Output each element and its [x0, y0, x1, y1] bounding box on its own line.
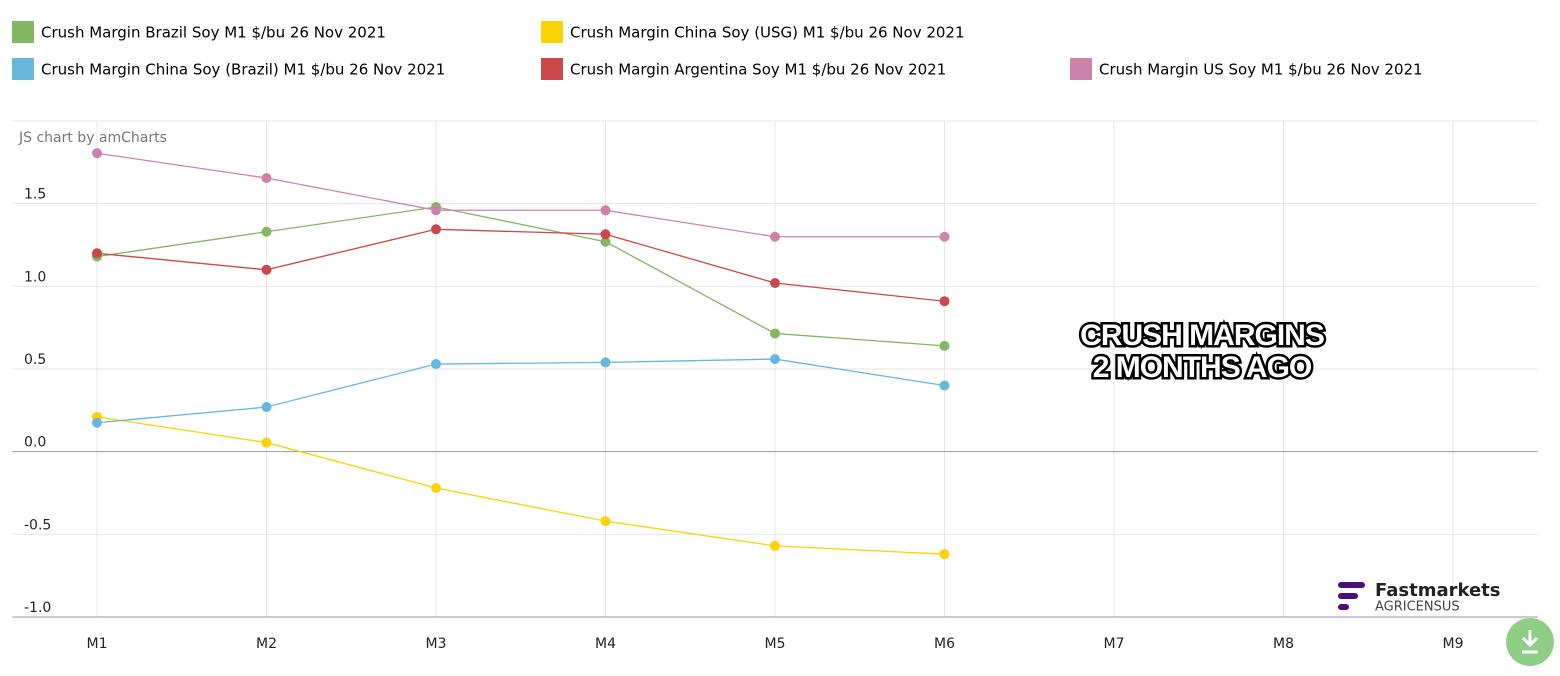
credit: JS chart by amCharts [18, 130, 167, 146]
y-tick-label: 0.5 [24, 352, 46, 368]
legend-label: Crush Margin US Soy M1 $/bu 26 Nov 2021 [1099, 61, 1423, 79]
x-tick-label: M3 [426, 636, 447, 652]
point [939, 231, 950, 242]
logo [1338, 582, 1365, 610]
point [939, 380, 950, 391]
legend-label: Crush Margin China Soy (Brazil) M1 $/bu … [41, 61, 445, 79]
logo-subtext: AGRICENSUS [1375, 600, 1460, 615]
point [770, 540, 780, 551]
point [600, 229, 611, 240]
legend-swatch [541, 21, 563, 43]
legend-label: Crush Margin Argentina Soy M1 $/bu 26 No… [570, 61, 946, 79]
point [770, 231, 780, 242]
series-line [96, 228, 945, 302]
point [600, 236, 611, 247]
y-tick-label: 1.0 [24, 269, 46, 285]
legend-label: Crush Margin China Soy (USG) M1 $/bu 26 … [570, 24, 965, 42]
point [600, 516, 611, 527]
point [261, 264, 272, 275]
point [92, 417, 102, 428]
download-button[interactable] [1506, 618, 1554, 666]
point [431, 483, 441, 494]
x-tick-label: M8 [1273, 636, 1294, 652]
y-tick-label: 1.5 [24, 187, 46, 203]
legend-swatch [1070, 58, 1092, 80]
x-tick-label: M7 [1104, 636, 1125, 652]
point [600, 357, 611, 368]
y-tick-label: -1.0 [24, 600, 51, 616]
logo-text: Fastmarkets [1375, 580, 1501, 601]
y-tick-label: 0.0 [24, 435, 46, 451]
point [770, 278, 780, 289]
x-tick-label: M4 [595, 636, 616, 652]
point [939, 549, 950, 560]
point [770, 328, 780, 339]
point [92, 248, 102, 259]
x-tick-label: M6 [934, 636, 955, 652]
point [431, 359, 441, 370]
legend-swatch [541, 58, 563, 80]
legend-swatch [12, 21, 34, 43]
point [261, 226, 272, 237]
point [261, 402, 272, 413]
x-tick-label: M1 [87, 636, 108, 652]
point [431, 205, 441, 216]
x-tick-label: M9 [1443, 636, 1464, 652]
series-line [96, 416, 945, 555]
point [939, 296, 950, 307]
legend-swatch [12, 58, 34, 80]
overlay-subtitle: 2 MONTHS AGO [1093, 351, 1312, 384]
point [92, 148, 102, 159]
y-tick-label: -0.5 [24, 517, 51, 533]
legend-label: Crush Margin Brazil Soy M1 $/bu 26 Nov 2… [41, 24, 386, 42]
point [939, 340, 950, 351]
x-tick-label: M5 [765, 636, 786, 652]
overlay-title: CRUSH MARGINS [1080, 319, 1324, 352]
x-tick-label: M2 [256, 636, 277, 652]
series-line [96, 152, 945, 238]
series-line [96, 358, 945, 424]
series-line [96, 206, 945, 347]
point [600, 205, 611, 216]
point [261, 173, 272, 184]
point [770, 354, 780, 365]
point [261, 437, 272, 448]
point [431, 224, 441, 235]
